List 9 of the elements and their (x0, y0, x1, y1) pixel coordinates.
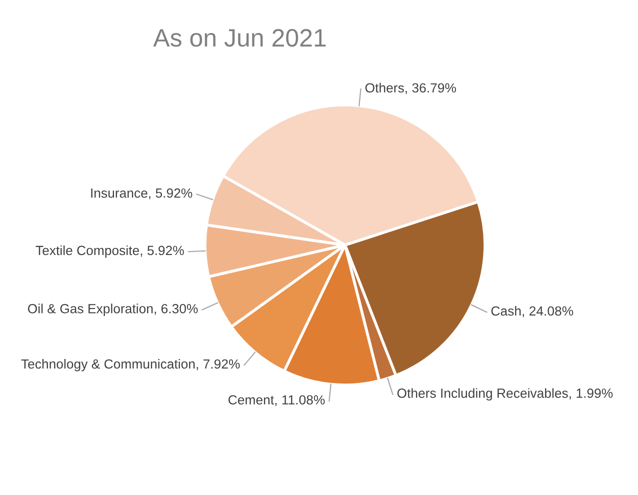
slice-label: Others Including Receivables, 1.99% (397, 388, 613, 400)
slice-label: Cement, 11.08% (228, 395, 325, 406)
slice-label: Oil & Gas Exploration, 6.30% (28, 304, 198, 316)
slice-label: Cash, 24.08% (491, 306, 574, 318)
chart-title: As on Jun 2021 (153, 29, 326, 47)
slice-label: Textile Composite, 5.92% (36, 245, 184, 258)
slice-label: Insurance, 5.92% (91, 188, 192, 200)
slice-label: Technology & Communication, 7.92% (21, 358, 240, 372)
slice-label: Others, 36.79% (365, 82, 456, 94)
